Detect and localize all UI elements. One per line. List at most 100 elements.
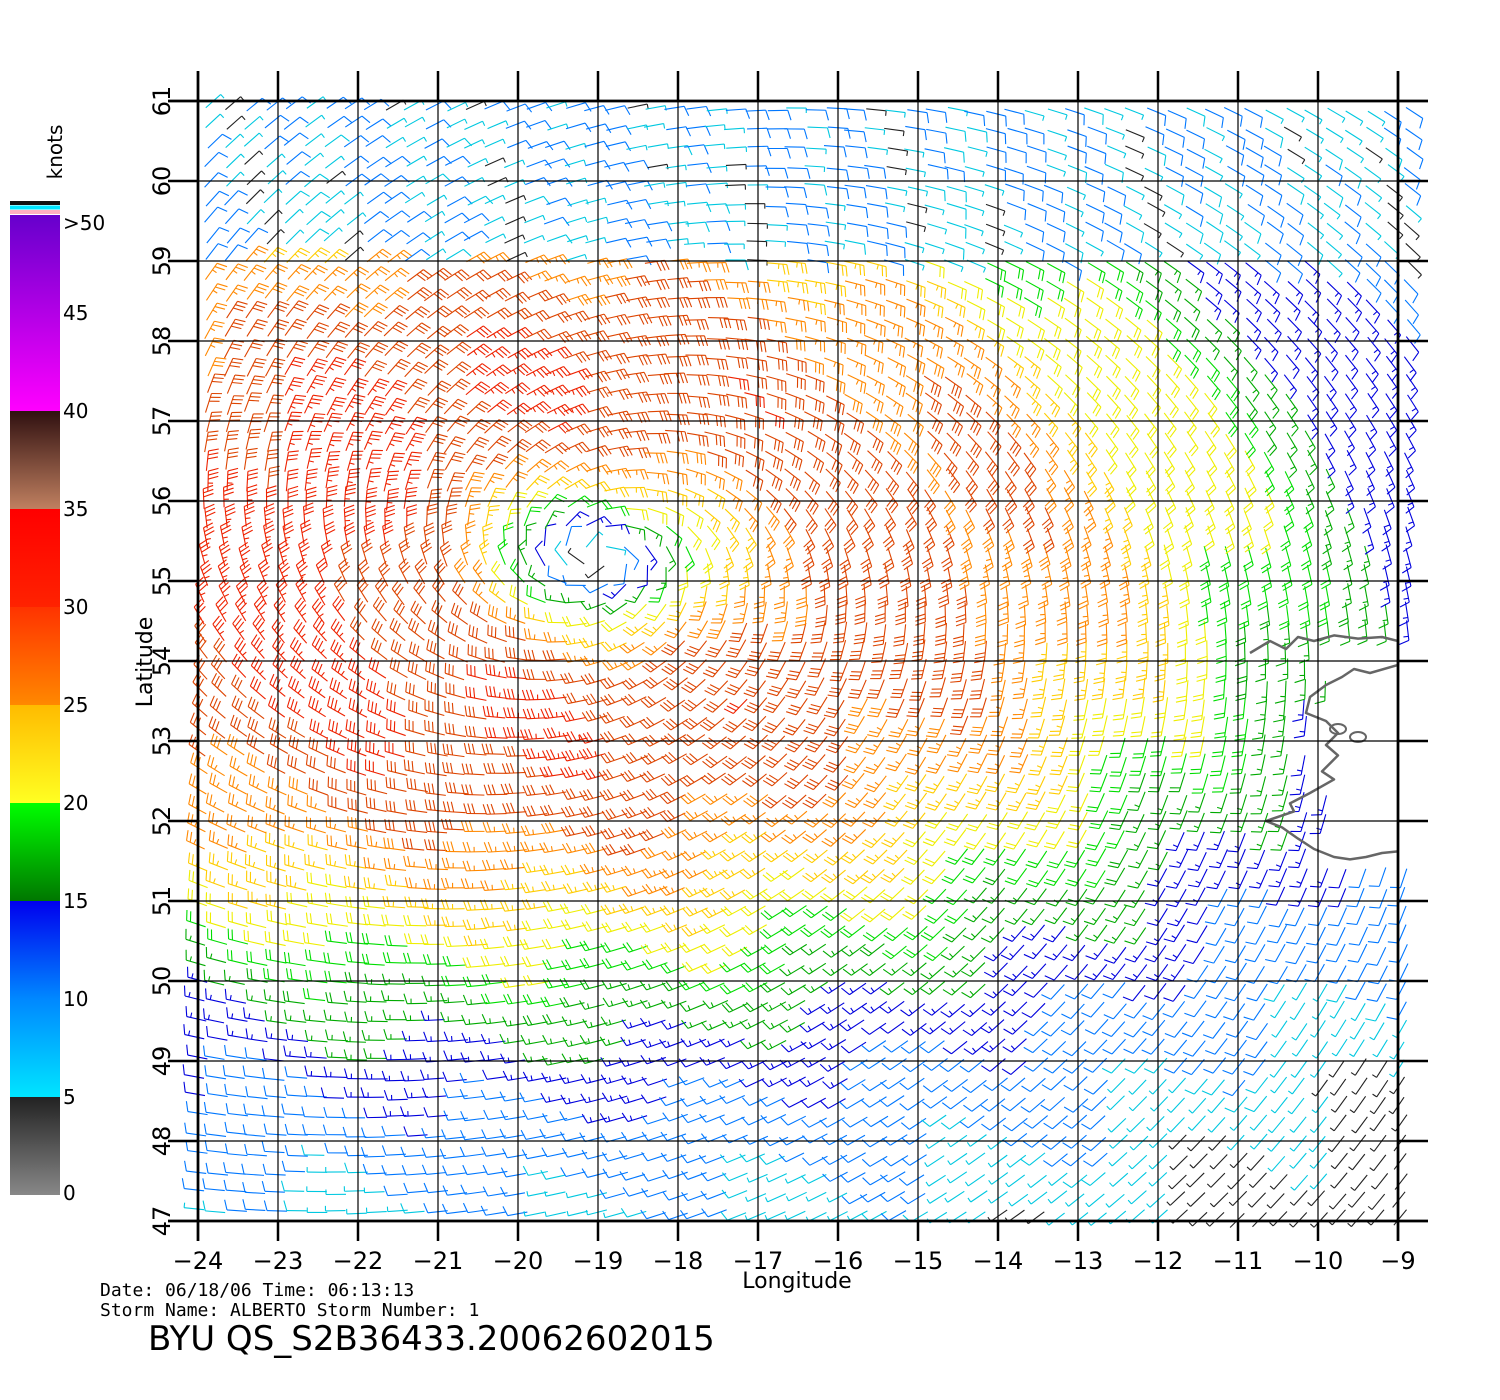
wind-barb (1109, 756, 1127, 777)
wind-barb (267, 695, 286, 718)
wind-barb (659, 1039, 685, 1049)
wind-barb (600, 1074, 627, 1085)
wind-barb (759, 1155, 785, 1166)
wind-barb (1244, 1095, 1268, 1113)
wind-barb (403, 1087, 428, 1099)
wind-barb (1125, 814, 1145, 834)
wind-barb (738, 565, 750, 591)
wind-barb (947, 412, 963, 437)
wind-barb (560, 1167, 586, 1178)
wind-barb (580, 1093, 606, 1104)
wind-barb (484, 216, 506, 226)
x-tick-label: −22 (333, 1247, 384, 1275)
wind-barb (1127, 791, 1146, 811)
wind-barb (247, 696, 265, 720)
wind-barb (1022, 528, 1035, 554)
wind-barb (384, 740, 405, 758)
wind-barb (467, 503, 481, 526)
wind-barb (1365, 262, 1382, 287)
wind-barb (1065, 888, 1088, 907)
wind-barb (682, 906, 708, 917)
wind-barb (285, 968, 308, 983)
wind-barb (1327, 1135, 1345, 1153)
wind-barb (724, 243, 745, 250)
wind-barb (542, 901, 569, 912)
wind-barb (326, 396, 347, 416)
wind-barb (585, 237, 607, 244)
wind-barb (984, 184, 1005, 196)
wind-barb (983, 508, 996, 535)
wind-barb (1144, 334, 1160, 359)
wind-barb (844, 490, 859, 516)
wind-barb (969, 678, 986, 700)
wind-barb (780, 984, 807, 996)
wind-barb (481, 1129, 506, 1140)
wind-barb (185, 1006, 207, 1022)
wind-barb (519, 1092, 545, 1103)
wind-barb (224, 318, 246, 337)
wind-barb (966, 338, 985, 361)
wind-barb (183, 1081, 206, 1097)
wind-barb (520, 728, 545, 741)
colorbar-segment (10, 411, 60, 509)
wind-barb (742, 1096, 768, 1107)
wind-barb (309, 718, 328, 739)
wind-barb (1006, 792, 1027, 812)
wind-barb (906, 280, 926, 298)
wind-barb (381, 1164, 406, 1176)
wind-barb (826, 336, 846, 355)
wind-barb (1224, 183, 1243, 199)
wind-barb (659, 699, 686, 712)
wind-barb (820, 925, 846, 938)
wind-barb (182, 1064, 205, 1079)
wind-barb (880, 1077, 906, 1090)
wind-barb (424, 138, 450, 149)
wind-barb (1204, 148, 1223, 164)
wind-barb (541, 784, 567, 796)
wind-barb (1366, 126, 1384, 143)
wind-barb (1289, 868, 1308, 888)
wind-barb (765, 411, 785, 430)
wind-barb (263, 968, 285, 983)
wind-barb (365, 449, 383, 470)
wind-barb (1011, 661, 1026, 684)
wind-barb (846, 222, 869, 237)
wind-barb (684, 640, 708, 657)
wind-barb (539, 804, 565, 817)
wind-barb (824, 299, 845, 316)
wind-barb (747, 127, 771, 139)
wind-barb (879, 1095, 905, 1107)
wind-barb (306, 304, 330, 321)
wind-barb (327, 776, 348, 794)
wind-barb (1048, 1172, 1068, 1186)
wind-barb (579, 957, 605, 969)
wind-barb (847, 698, 868, 717)
wind-barb (1326, 926, 1346, 946)
wind-barb (325, 1167, 346, 1173)
wind-barb (1062, 1041, 1087, 1057)
wind-barb (951, 698, 969, 719)
wind-barb (686, 507, 704, 530)
wind-barb (206, 1026, 228, 1041)
wind-barb (641, 1172, 668, 1182)
wind-barb (641, 1151, 667, 1162)
wind-barb (184, 1122, 207, 1137)
wind-barb (502, 920, 528, 932)
wind-barb (406, 136, 427, 148)
wind-barb (907, 202, 928, 214)
wind-barb (624, 524, 646, 541)
colorbar-label: >50 (63, 211, 105, 235)
wind-barb (525, 522, 537, 546)
wind-barb (288, 776, 308, 795)
wind-barb (487, 177, 509, 187)
wind-barb (227, 873, 248, 891)
wind-barb (1127, 870, 1148, 889)
wind-barb (202, 1178, 225, 1192)
wind-barb (946, 298, 966, 318)
wind-barb (223, 1179, 247, 1193)
wind-barb (822, 963, 848, 977)
wind-barb (193, 599, 206, 625)
wind-barb (506, 103, 533, 113)
wind-barb (882, 962, 908, 976)
wind-barb (1213, 678, 1226, 702)
